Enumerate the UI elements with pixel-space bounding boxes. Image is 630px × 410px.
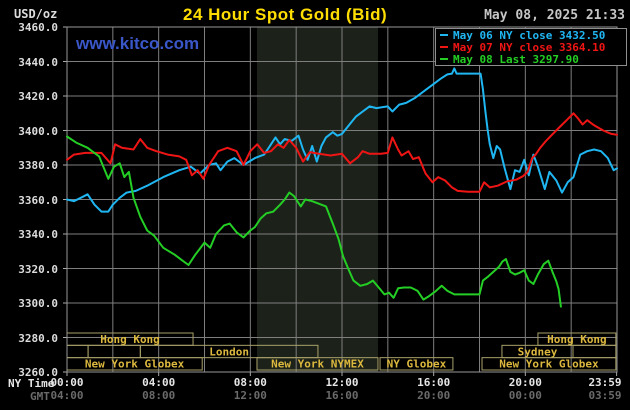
legend: May 06 NY close 3432.50 May 07 NY close 3… — [435, 28, 627, 66]
x-tick-label-gmt: 16:00 — [325, 389, 359, 402]
x-tick-label-gmt: 20:00 — [417, 389, 451, 402]
y-tick-label: 3360.0 — [18, 193, 58, 207]
y-tick-label: 3340.0 — [18, 228, 58, 241]
session-box — [87, 344, 141, 359]
legend-item: May 07 NY close 3364.10 — [440, 42, 626, 54]
session-label: Sydney — [518, 345, 558, 358]
ny-time-axis-label: NY Time — [8, 377, 55, 390]
x-tick-label-gmt: 03:59 — [588, 389, 622, 402]
x-tick-label-ny: 00:00 — [50, 376, 84, 389]
y-tick-label: 3300.0 — [18, 297, 58, 310]
session-label: Hong Kong — [547, 333, 607, 346]
y-tick-label: 3420.0 — [18, 90, 58, 103]
legend-item: May 06 NY close 3432.50 — [440, 30, 626, 42]
legend-dash-icon — [440, 45, 448, 48]
chart-title: 24 Hour Spot Gold (Bid) — [183, 5, 388, 24]
y-tick-label: 3440.0 — [18, 55, 58, 69]
series-may-08 — [66, 135, 562, 308]
x-tick-label-ny: 08:00 — [233, 376, 267, 389]
legend-dash-icon — [440, 33, 448, 36]
legend-label: May 08 Last 3297.90 — [453, 53, 579, 66]
x-tick-label-ny: 12:00 — [325, 376, 359, 389]
x-tick-label-ny: 23:59 — [588, 376, 622, 389]
y-axis-units-label: USD/oz — [14, 7, 58, 21]
x-tick-label-gmt: 08:00 — [142, 389, 176, 402]
x-tick-label-gmt: 12:00 — [233, 389, 267, 402]
session-label: New York Globex — [85, 358, 185, 371]
y-tick-label: 3380.0 — [18, 159, 58, 172]
session-box — [66, 344, 89, 359]
session-label: New York NYMEX — [271, 358, 364, 371]
legend-item: May 08 Last 3297.90 — [440, 54, 626, 66]
session-label: NY Globex — [387, 358, 447, 371]
x-tick-label-gmt: 00:00 — [508, 389, 542, 402]
series-may-07 — [66, 112, 618, 193]
y-tick-label: 3460.0 — [18, 21, 58, 34]
legend-dash-icon — [440, 57, 448, 60]
legend-label: May 06 NY close 3432.50 — [453, 29, 606, 42]
y-tick-label: 3260.0 — [18, 366, 58, 379]
x-tick-label-ny: 16:00 — [417, 376, 451, 389]
kitco-watermark-link[interactable]: www.kitco.com — [76, 34, 200, 53]
gmt-axis-label: GMT — [30, 390, 50, 403]
session-box — [481, 357, 617, 371]
session-box — [572, 344, 617, 359]
y-tick-label: 3280.0 — [18, 331, 58, 345]
x-tick-label-ny: 20:00 — [508, 376, 542, 389]
chart-datetime: May 08, 2025 21:33 — [484, 8, 625, 23]
x-tick-label-gmt: 04:00 — [50, 389, 84, 402]
session-label: London — [209, 345, 249, 358]
session-box — [379, 357, 454, 371]
session-box — [139, 344, 319, 359]
y-tick-label: 3400.0 — [18, 124, 58, 138]
legend-label: May 07 NY close 3364.10 — [453, 41, 606, 54]
x-tick-label-ny: 04:00 — [142, 376, 176, 389]
session-box — [256, 357, 379, 371]
y-tick-label: 3320.0 — [18, 262, 58, 276]
session-label: Hong Kong — [100, 333, 160, 346]
session-label: New York Globex — [499, 358, 599, 371]
